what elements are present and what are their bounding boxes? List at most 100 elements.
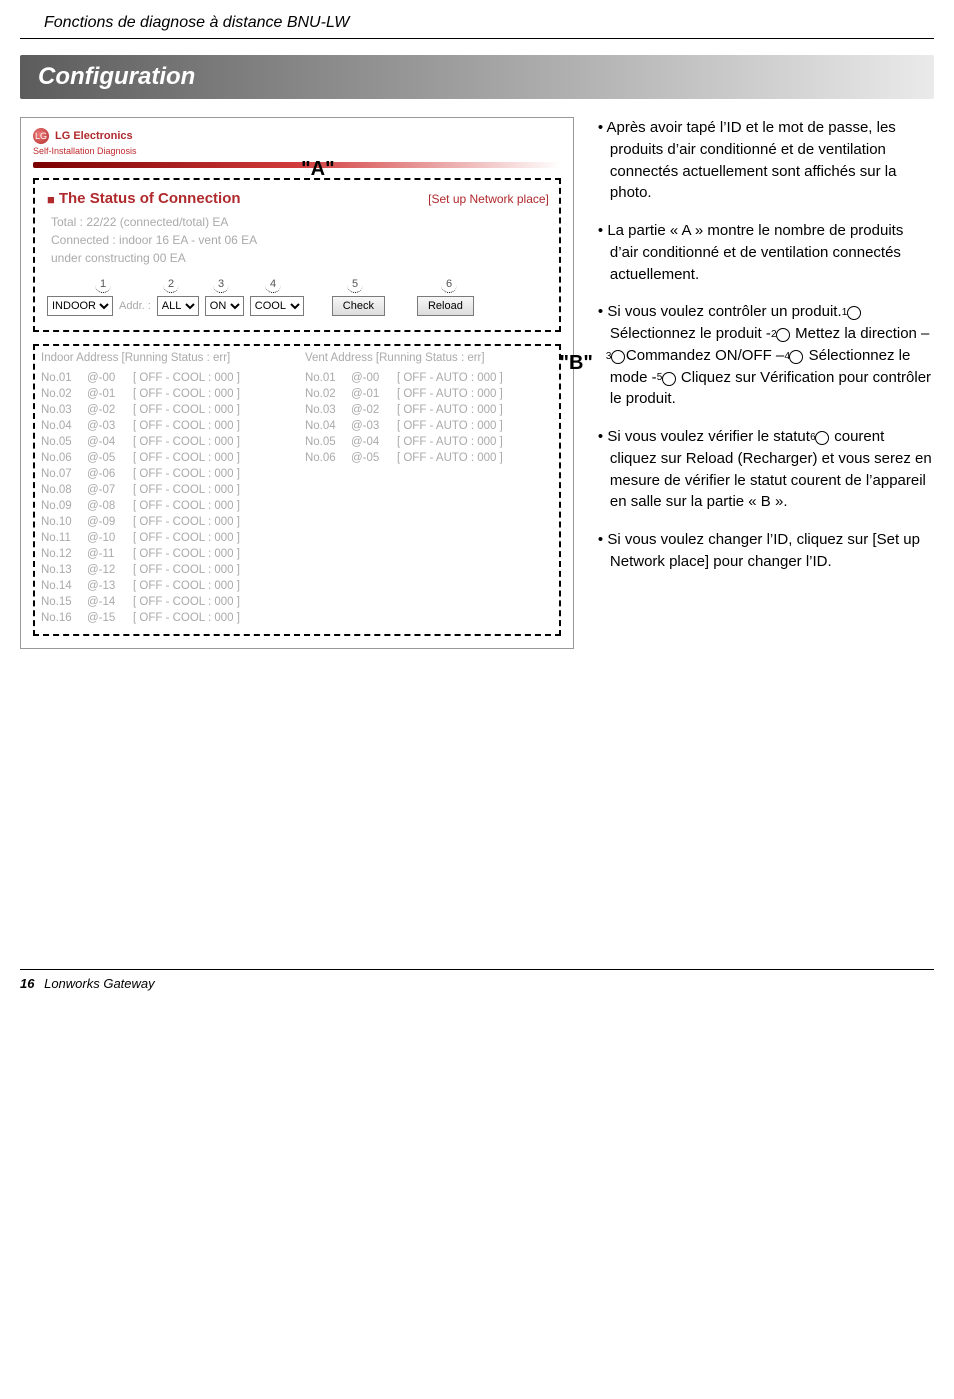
row-status: [ OFF - AUTO : 000 ]	[397, 452, 553, 464]
table-row: No.14 @-13 [ OFF - COOL : 000 ]	[41, 578, 289, 594]
row-no: No.02	[305, 388, 347, 400]
row-no: No.15	[41, 596, 83, 608]
row-addr: @-01	[87, 388, 129, 400]
row-addr: @-02	[351, 404, 393, 416]
row-status: [ OFF - COOL : 000 ]	[133, 452, 289, 464]
inline-marker-1: 1	[847, 306, 861, 320]
row-addr: @-12	[87, 564, 129, 576]
onoff-select[interactable]: ON	[205, 296, 244, 316]
bullet-2: • La partie « A » montre le nombre de pr…	[598, 220, 934, 285]
row-addr: @-02	[87, 404, 129, 416]
header-gradient	[33, 162, 561, 168]
row-addr: @-00	[351, 372, 393, 384]
marker-3: 3	[213, 277, 229, 293]
table-row: No.01@-00[ OFF - COOL : 000 ]	[41, 370, 289, 386]
inline-marker-5: 5	[662, 372, 676, 386]
marker-2: 2	[163, 277, 179, 293]
indoor-column: Indoor Address [Running Status : err] No…	[41, 352, 289, 626]
table-row: No.06@-05[ OFF - COOL : 000 ]	[41, 450, 289, 466]
row-addr: @-07	[87, 484, 129, 496]
status-title-text: The Status of Connection	[59, 190, 241, 207]
vent-header: Vent Address [Running Status : err]	[305, 352, 553, 364]
row-status: [ OFF - COOL : 000 ]	[133, 484, 289, 496]
status-line-2: Connected : indoor 16 EA - vent 06 EA	[51, 231, 549, 249]
box-b: "B" Indoor Address [Running Status : err…	[33, 344, 561, 636]
row-no: No.05	[41, 436, 83, 448]
box-a: "A" ■The Status of Connection [Set up Ne…	[33, 178, 561, 332]
row-addr: @-09	[87, 516, 129, 528]
annotation-b: "B"	[559, 352, 592, 375]
setup-network-link[interactable]: [Set up Network place]	[428, 192, 549, 206]
inline-marker-3: 3	[611, 350, 625, 364]
row-status: [ OFF - COOL : 000 ]	[133, 612, 289, 624]
reload-button[interactable]: Reload	[417, 296, 474, 316]
table-row: No.03@-02[ OFF - COOL : 000 ]	[41, 402, 289, 418]
row-addr: @-13	[87, 580, 129, 592]
table-row: No.11@-10[ OFF - COOL : 000 ]	[41, 530, 289, 546]
bullet-3-pre: Si vous voulez contrôler un produit.	[607, 303, 845, 320]
row-addr: @-03	[87, 420, 129, 432]
mode-select[interactable]: COOL	[250, 296, 304, 316]
row-no: No.01	[41, 372, 83, 384]
row-no: No.10	[41, 516, 83, 528]
marker-6: 6	[441, 277, 457, 293]
row-no: No.03	[41, 404, 83, 416]
row-status: [ OFF - COOL : 000 ]	[133, 580, 289, 592]
status-title: ■The Status of Connection	[47, 190, 241, 207]
table-row: No.09@-08[ OFF - COOL : 000 ]	[41, 498, 289, 514]
marker-5: 5	[347, 277, 363, 293]
row-no: No.06	[305, 452, 347, 464]
vent-column: Vent Address [Running Status : err] No.0…	[305, 352, 553, 626]
status-line-3: under constructing 00 EA	[51, 249, 549, 267]
row-no: No.13	[41, 564, 83, 576]
bullet-4: • Si vous voulez vérifier le statut 6 co…	[598, 426, 934, 513]
table-row: No.10@-09[ OFF - COOL : 000 ]	[41, 514, 289, 530]
table-row: No.01@-00[ OFF - AUTO : 000 ]	[305, 370, 553, 386]
row-status: [ OFF - COOL : 000 ]	[133, 420, 289, 432]
marker-1: 1	[95, 277, 111, 293]
row-addr: @-11	[87, 548, 129, 560]
footer-page-number: 16	[20, 976, 34, 991]
row-no: No.07	[41, 468, 83, 480]
bullet-5-text: Si vous voulez changer l’ID, cliquez sur…	[607, 531, 920, 570]
bullet-3: • Si vous voulez contrôler un produit. 1…	[598, 301, 934, 410]
row-addr: @-05	[351, 452, 393, 464]
table-row: No.05@-04[ OFF - COOL : 000 ]	[41, 434, 289, 450]
row-status: [ OFF - AUTO : 000 ]	[397, 420, 553, 432]
explanation-bullets: • Après avoir tapé l’ID et le mot de pas…	[598, 117, 934, 589]
lg-logo-icon: LG	[33, 128, 49, 144]
screenshot-panel: LG LG Electronics Self-Installation Diag…	[20, 117, 574, 649]
row-status: [ OFF - COOL : 000 ]	[133, 596, 289, 608]
bullet-3-m2: Mettez la direction –	[791, 325, 929, 342]
group-select[interactable]: INDOOR	[47, 296, 113, 316]
page-footer: 16 Lonworks Gateway	[20, 969, 934, 991]
section-title: Configuration	[20, 55, 934, 99]
row-no: No.14	[41, 580, 83, 592]
bullet-2-text: La partie « A » montre le nombre de prod…	[607, 222, 903, 283]
row-status: [ OFF - COOL : 000 ]	[133, 500, 289, 512]
inline-marker-2: 2	[776, 328, 790, 342]
row-status: [ OFF - AUTO : 000 ]	[397, 436, 553, 448]
row-status: [ OFF - COOL : 000 ]	[133, 548, 289, 560]
row-addr: @-05	[87, 452, 129, 464]
table-row: No.03@-02[ OFF - AUTO : 000 ]	[305, 402, 553, 418]
row-addr: @-00	[87, 372, 129, 384]
table-row: No.02@-01[ OFF - COOL : 000 ]	[41, 386, 289, 402]
table-row: No.02@-01[ OFF - AUTO : 000 ]	[305, 386, 553, 402]
app-brand: LG Electronics	[55, 130, 133, 142]
row-status: [ OFF - COOL : 000 ]	[133, 388, 289, 400]
status-line-1: Total : 22/22 (connected/total) EA	[51, 213, 549, 231]
row-addr: @-04	[351, 436, 393, 448]
table-row: No.08@-07[ OFF - COOL : 000 ]	[41, 482, 289, 498]
indoor-header: Indoor Address [Running Status : err]	[41, 352, 289, 364]
inline-marker-4: 4	[789, 350, 803, 364]
row-no: No.04	[41, 420, 83, 432]
row-status: [ OFF - COOL : 000 ]	[133, 564, 289, 576]
table-row: No.12@-11[ OFF - COOL : 000 ]	[41, 546, 289, 562]
check-button[interactable]: Check	[332, 296, 385, 316]
footer-text: Lonworks Gateway	[44, 976, 155, 991]
row-addr: @-06	[87, 468, 129, 480]
row-no: No.05	[305, 436, 347, 448]
address-select[interactable]: ALL	[157, 296, 199, 316]
row-addr: @-04	[87, 436, 129, 448]
